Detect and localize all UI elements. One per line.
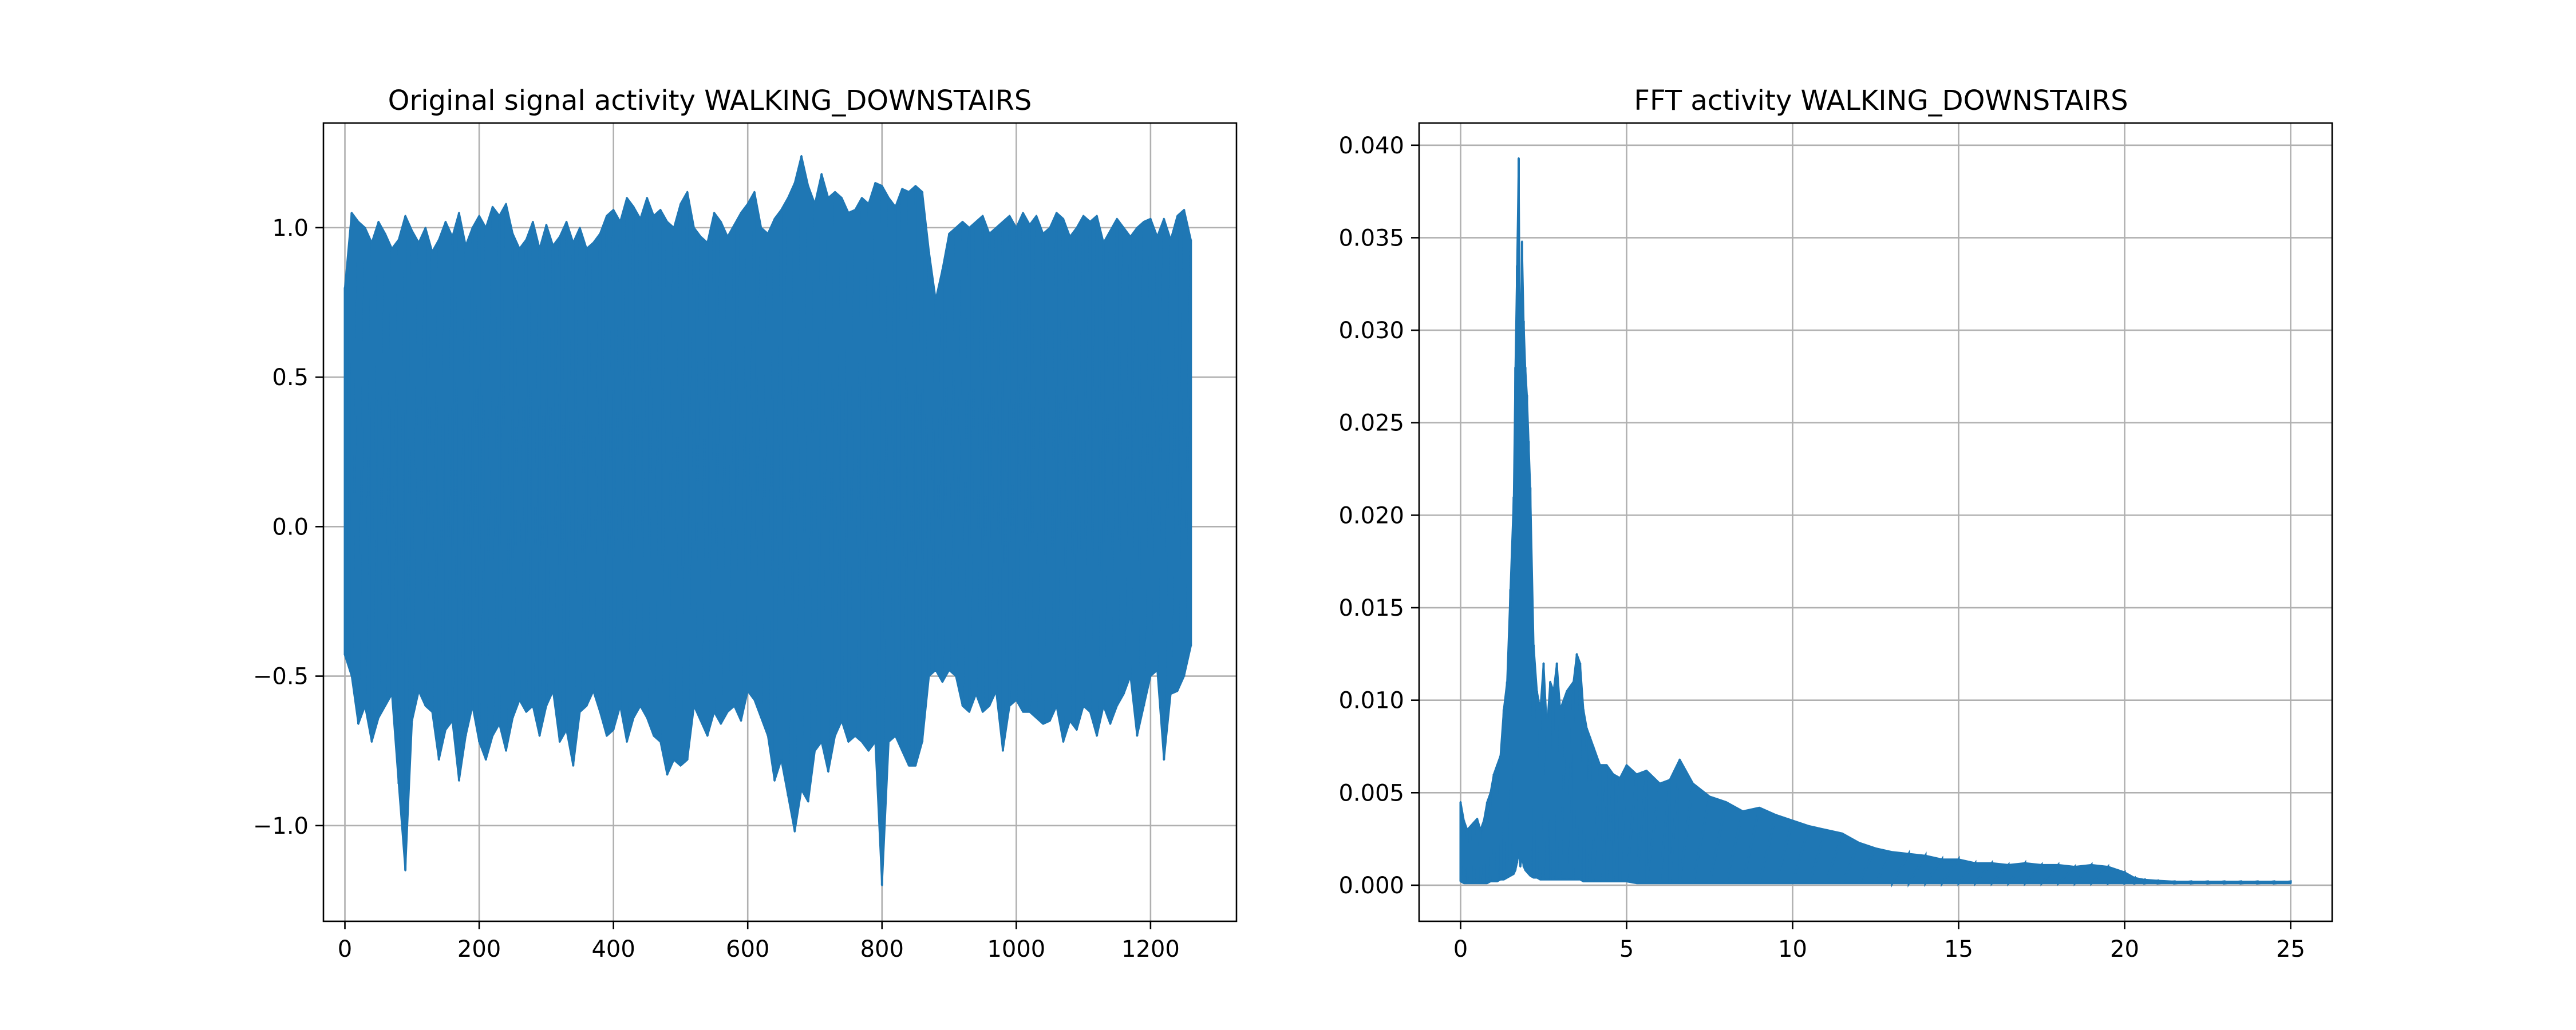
x-tick-label: 0 <box>1453 936 1468 962</box>
y-tick-label: 0.030 <box>1338 318 1404 344</box>
y-tick-label: 0.0 <box>272 514 309 540</box>
y-tick-label: 0.000 <box>1338 873 1404 899</box>
y-tick-label: 0.025 <box>1338 410 1404 437</box>
series-fft <box>1459 157 2292 888</box>
y-tick-label: 0.5 <box>272 365 309 391</box>
chart-title-fft: FFT activity WALKING_DOWNSTAIRS <box>1634 85 2128 117</box>
y-tick-label: 0.005 <box>1338 780 1404 806</box>
y-tick-label: 0.040 <box>1338 133 1404 159</box>
y-tick-label: −1.0 <box>253 813 309 839</box>
x-tick-label: 15 <box>1944 936 1973 962</box>
x-tick-label: 200 <box>457 936 501 962</box>
y-tick-label: 0.035 <box>1338 225 1404 251</box>
x-tick-label: 20 <box>2110 936 2139 962</box>
chart-panel-original-signal: Original signal activity WALKING_DOWNSTA… <box>253 85 1238 962</box>
x-tick-label: 25 <box>2276 936 2305 962</box>
series-line <box>1459 158 2292 888</box>
x-tick-label: 400 <box>591 936 635 962</box>
series-original-signal <box>343 155 1192 886</box>
chart-panel-fft: FFT activity WALKING_DOWNSTAIRS 0 5 10 15 20… <box>1338 85 2333 962</box>
y-axis-original-signal: −1.0 −0.5 0.0 0.5 1.0 <box>253 215 323 839</box>
plot-frame-original-signal <box>322 122 1238 922</box>
x-tick-label: 0 <box>338 936 352 962</box>
x-tick-label: 1200 <box>1121 936 1180 962</box>
y-tick-label: 0.010 <box>1338 688 1404 714</box>
series-line <box>343 156 1192 886</box>
grid-fft <box>1419 123 2332 921</box>
y-tick-label: 0.015 <box>1338 595 1404 621</box>
x-tick-label: 600 <box>726 936 769 962</box>
y-tick-label: 0.020 <box>1338 502 1404 529</box>
y-tick-label: −0.5 <box>253 664 309 690</box>
x-tick-label: 1000 <box>987 936 1045 962</box>
x-axis-original-signal: 0 200 400 600 800 1000 1200 <box>338 921 1180 962</box>
x-tick-label: 10 <box>1778 936 1807 962</box>
y-tick-label: 1.0 <box>272 215 309 241</box>
x-tick-label: 800 <box>860 936 904 962</box>
x-axis-fft: 0 5 10 15 20 25 <box>1453 921 2305 962</box>
x-tick-label: 5 <box>1619 936 1634 962</box>
plot-frame-fft <box>1418 122 2333 922</box>
chart-title-original-signal: Original signal activity WALKING_DOWNSTA… <box>388 85 1032 117</box>
y-axis-fft: 0.000 0.005 0.010 0.015 0.020 0.025 0.030 0.035… <box>1338 133 1419 899</box>
